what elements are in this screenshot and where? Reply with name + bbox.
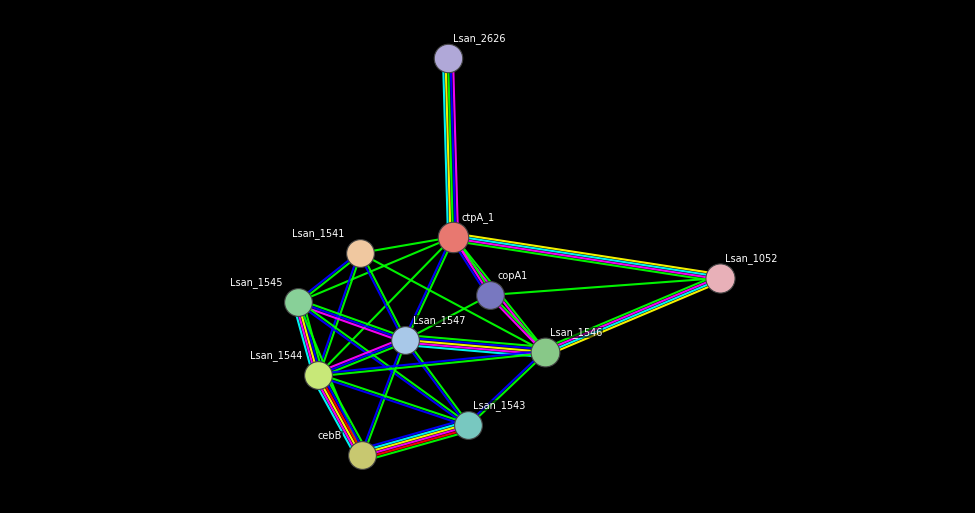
Text: Lsan_1052: Lsan_1052	[725, 253, 777, 264]
Text: cebB: cebB	[318, 431, 342, 441]
Text: Lsan_1546: Lsan_1546	[550, 327, 603, 338]
Text: Lsan_2626: Lsan_2626	[453, 33, 505, 44]
Point	[310, 371, 326, 379]
Point	[712, 274, 727, 282]
Text: Lsan_1544: Lsan_1544	[250, 350, 302, 361]
Text: Lsan_1541: Lsan_1541	[292, 228, 344, 239]
Text: copA1: copA1	[498, 271, 528, 281]
Text: Lsan_1547: Lsan_1547	[413, 315, 465, 326]
Text: Lsan_1545: Lsan_1545	[230, 277, 283, 288]
Point	[537, 348, 553, 356]
Point	[352, 249, 368, 257]
Point	[354, 451, 370, 459]
Point	[440, 54, 455, 62]
Point	[446, 233, 461, 241]
Point	[460, 421, 476, 429]
Point	[397, 336, 412, 344]
Text: ctpA_1: ctpA_1	[461, 212, 494, 223]
Point	[291, 298, 306, 306]
Point	[483, 291, 498, 299]
Text: Lsan_1543: Lsan_1543	[473, 400, 526, 411]
